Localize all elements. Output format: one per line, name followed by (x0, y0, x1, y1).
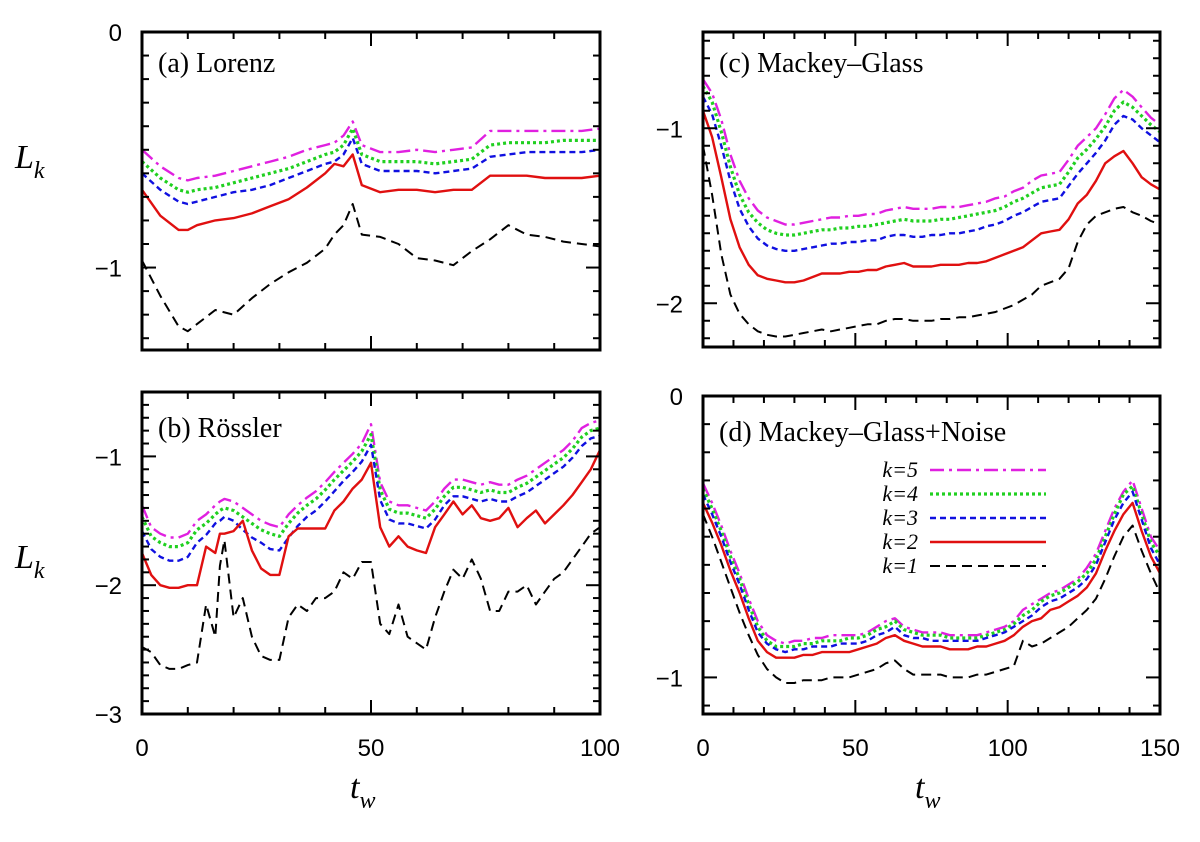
plot-frame-a (140, 30, 602, 352)
series-line-k4-d (703, 484, 1160, 649)
x-tick-label: 0 (696, 735, 709, 762)
series-group-d (703, 479, 1160, 684)
y-tick-label: −2 (95, 573, 122, 600)
series-group-b (142, 419, 600, 670)
series-line-k3-b (142, 434, 600, 562)
y-tick-label: −1 (95, 444, 122, 471)
series-line-k4-a (142, 127, 600, 194)
panel-c: −1 −2 (c) Mackey–Glass (656, 30, 1162, 349)
xlabel-left: tw (350, 769, 375, 814)
y-tick-label: −1 (656, 116, 683, 143)
legend-label: k=2 (882, 529, 918, 554)
series-line-k5-b (142, 419, 600, 539)
plot-frame-b (140, 390, 602, 716)
series-line-k4-c (703, 85, 1160, 237)
series-line-k3-d (703, 490, 1160, 654)
panel-b: −1 −2 −3 0 50 100 (b) Rössler (95, 390, 620, 762)
y-tick-label: 0 (670, 384, 683, 411)
y-tick-label: −1 (656, 665, 683, 692)
panel-title-d: (d) Mackey–Glass+Noise (719, 417, 1006, 448)
series-line-k3-c (703, 96, 1160, 253)
legend: k=5k=4k=3k=2k=1 (882, 457, 1046, 578)
y-tick-label: −2 (656, 291, 683, 318)
plot-frame-c (701, 30, 1162, 349)
series-line-k1-c (703, 145, 1160, 338)
legend-label: k=4 (882, 481, 918, 506)
plot-frame-d (701, 394, 1162, 716)
series-line-k5-d (703, 479, 1160, 645)
series-line-k5-c (703, 78, 1160, 226)
series-line-k2-b (142, 449, 600, 589)
x-tick-label: 50 (358, 735, 385, 762)
series-line-k2-c (703, 110, 1160, 284)
series-line-k1-a (142, 203, 600, 333)
xlabel-right: tw (915, 769, 940, 814)
x-tick-label: 150 (1140, 735, 1180, 762)
x-tick-label: 100 (988, 735, 1028, 762)
ticks-a (141, 31, 601, 350)
y-tick-label: −3 (95, 702, 122, 729)
series-line-k4-b (142, 426, 600, 549)
series-line-k1-d (703, 513, 1160, 684)
x-tick-label: 100 (580, 735, 620, 762)
panel-title-b: (b) Rössler (158, 413, 282, 444)
x-tick-label: 0 (135, 735, 148, 762)
panel-title-c: (c) Mackey–Glass (719, 48, 923, 79)
series-line-k2-d (703, 501, 1160, 659)
panel-d: 0 −1 0 50 100 150 (d) Mackey–Glass+Noise (656, 384, 1180, 762)
series-line-k2-a (142, 153, 600, 232)
panel-title-a: (a) Lorenz (158, 48, 275, 79)
panels-layer: 0 −1 (a) Lorenz −1 −2 −3 0 50 100 (b) Rössler −1 −2… (95, 20, 1180, 762)
legend-label: k=3 (882, 505, 918, 530)
y-tick-label: −1 (95, 256, 122, 283)
x-tick-label: 50 (842, 735, 869, 762)
legend-label: k=5 (882, 457, 918, 482)
series-group-c (703, 78, 1160, 338)
series-line-k1-b (142, 526, 600, 670)
series-line-k3-a (142, 136, 600, 206)
ylabel-bottom: Lk (14, 539, 45, 584)
legend-label: k=1 (882, 553, 918, 578)
ylabel-top: Lk (14, 139, 45, 184)
panel-a: 0 −1 (a) Lorenz (95, 20, 602, 352)
series-group-a (142, 120, 600, 333)
series-line-k5-a (142, 120, 600, 182)
y-tick-label: 0 (109, 20, 122, 47)
